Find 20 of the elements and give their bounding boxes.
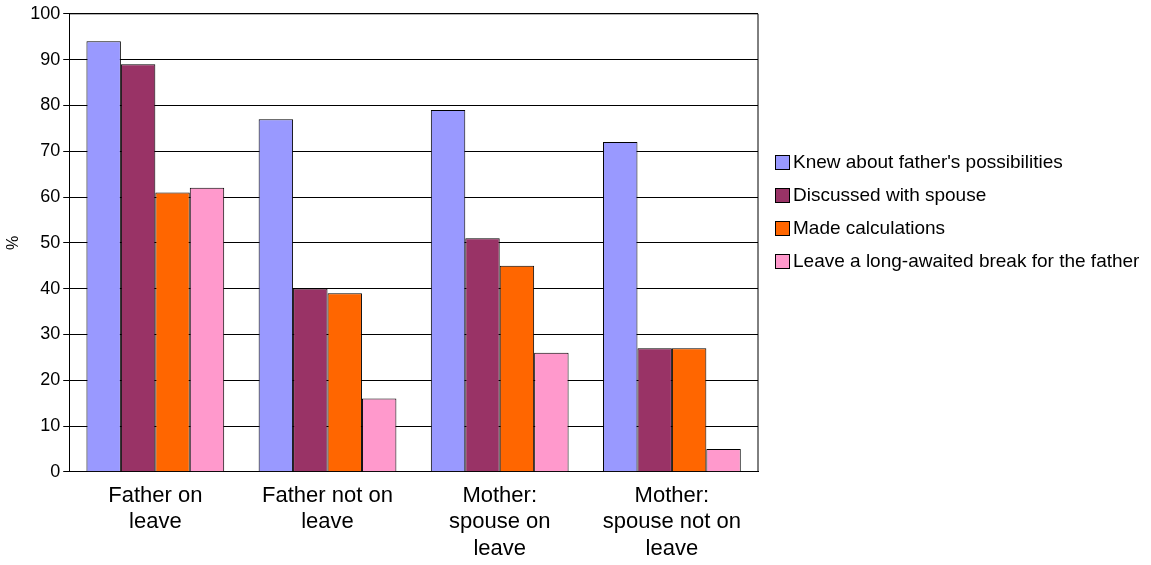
y-tick-label: 30: [40, 323, 61, 344]
y-tick-label: 10: [40, 414, 61, 435]
legend-label: Discussed with spouse: [793, 183, 987, 206]
y-tick-label: 70: [40, 140, 61, 161]
legend-label: Leave a long-awaited break for the father: [793, 249, 1140, 272]
y-axis-title: %: [4, 235, 22, 250]
y-tick-label: 80: [40, 94, 61, 115]
legend-label: Knew about father's possibilities: [793, 150, 1063, 173]
y-tick-label: 60: [40, 185, 61, 206]
x-tick-label: Mother: spouse on leave: [448, 482, 551, 560]
y-tick-label: 50: [40, 231, 61, 252]
x-tick-label: Father on leave: [108, 482, 203, 534]
y-tick-label: 0: [50, 460, 61, 481]
y-tick-label: 90: [40, 48, 61, 69]
y-tick-label: 20: [40, 369, 61, 390]
legend-label: Made calculations: [793, 216, 946, 239]
y-tick-label: 40: [40, 277, 61, 298]
x-tick-label: Mother: spouse not on leave: [602, 482, 742, 560]
y-tick-label: 100: [30, 2, 61, 23]
x-tick-label: Father not on leave: [262, 482, 393, 534]
